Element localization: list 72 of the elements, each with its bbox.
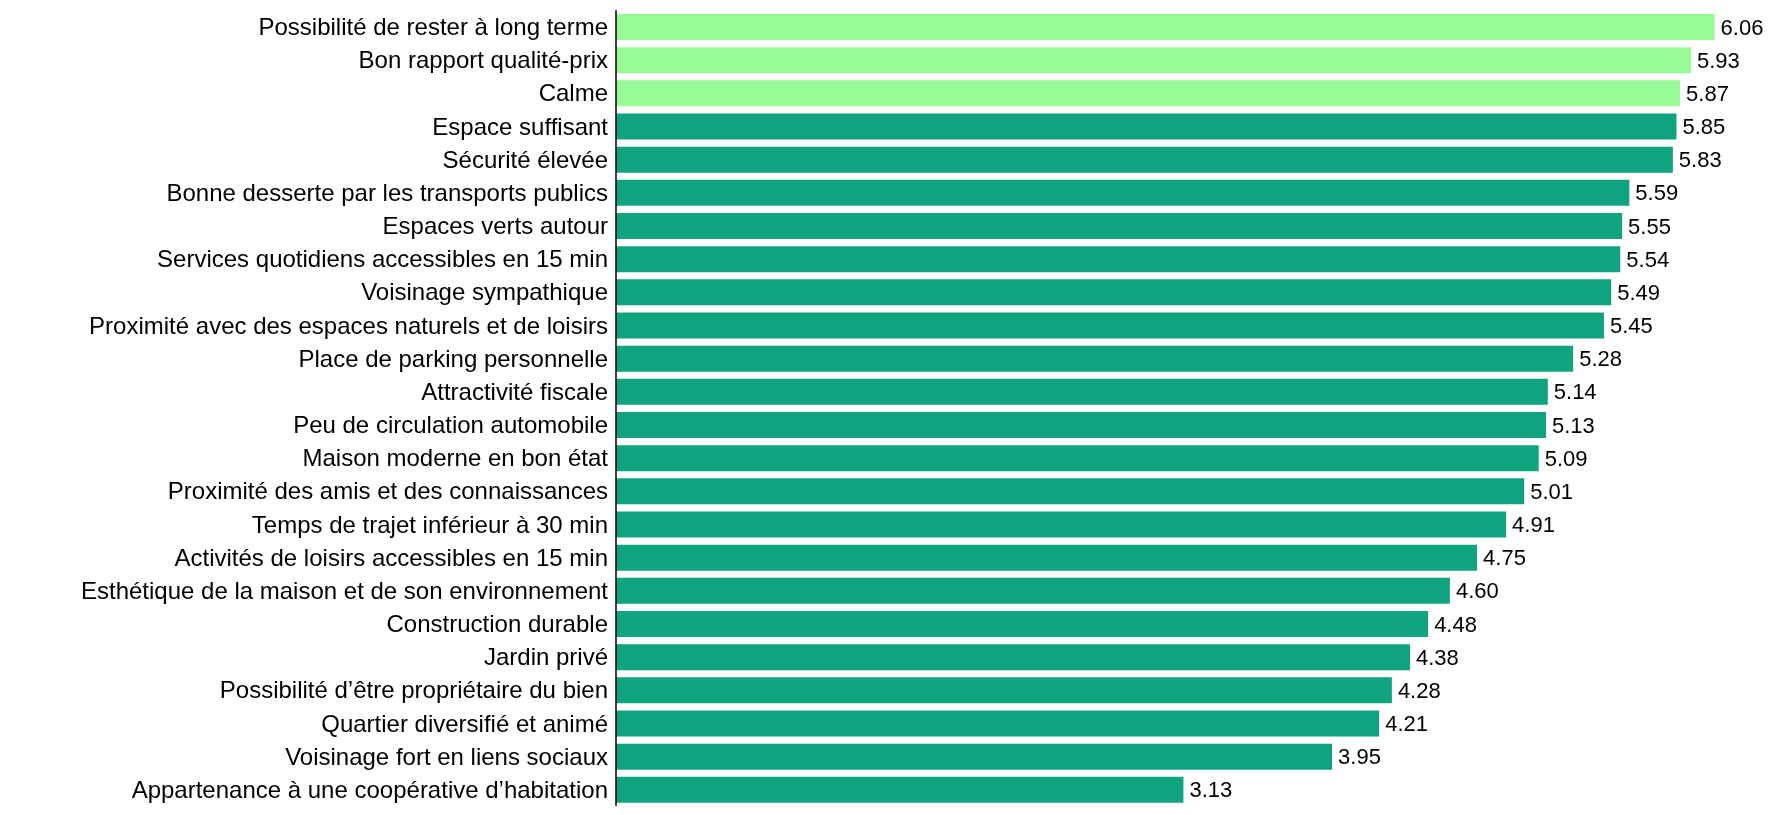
- y-tick-label: Services quotidiens accessibles en 15 min: [157, 245, 608, 273]
- bar: [616, 776, 1184, 803]
- bar: [616, 279, 1612, 306]
- data-label: 4.21: [1385, 711, 1429, 736]
- y-tick-label: Bonne desserte par les transports publics: [166, 178, 608, 206]
- bar: [616, 445, 1539, 472]
- y-tick-label: Maison moderne en bon état: [302, 444, 609, 472]
- bar: [616, 345, 1574, 372]
- y-tick-label: Voisinage fort en liens sociaux: [285, 742, 608, 770]
- data-label: 5.83: [1678, 147, 1722, 173]
- bar: [616, 378, 1548, 405]
- y-tick-label: Place de parking personnelle: [298, 344, 608, 372]
- bar: [616, 511, 1507, 538]
- y-tick-label: Possibilité de rester à long terme: [258, 13, 608, 41]
- bar: [616, 179, 1630, 206]
- data-label: 5.93: [1697, 47, 1740, 73]
- bar: [616, 47, 1691, 74]
- bar: [616, 478, 1525, 505]
- bar: [616, 312, 1604, 339]
- y-tick-label: Appartenance à une coopérative d’habitation: [131, 775, 608, 803]
- y-tick-label: Peu de circulation automobile: [293, 411, 608, 439]
- data-label: 3.13: [1189, 777, 1233, 803]
- bar: [616, 213, 1623, 239]
- y-tick-label: Voisinage sympathique: [361, 278, 608, 306]
- y-tick-label: Esthétique de la maison et de son environnement: [80, 576, 609, 604]
- data-label: 5.55: [1628, 213, 1671, 239]
- data-label: 5.54: [1626, 246, 1670, 272]
- data-label: 5.09: [1544, 445, 1588, 471]
- y-tick-label: Bon rapport qualité-prix: [358, 46, 608, 74]
- bar: [616, 80, 1681, 107]
- y-tick-label: Activités de loisirs accessibles en 15 min: [174, 543, 608, 571]
- y-tick-label: Quartier diversifié et animé: [321, 709, 608, 737]
- y-tick-label: Calme: [538, 79, 608, 107]
- y-tick-label: Construction durable: [386, 610, 608, 638]
- bar: [616, 710, 1380, 737]
- data-label: 5.28: [1579, 346, 1622, 372]
- data-label: 4.75: [1483, 545, 1526, 571]
- bar: [616, 611, 1429, 637]
- data-label: 5.85: [1682, 114, 1726, 139]
- bar: [616, 544, 1478, 571]
- data-label: 5.87: [1686, 80, 1729, 106]
- data-label: 6.06: [1720, 14, 1764, 40]
- y-tick-label: Proximité avec des espaces naturels et de loisirs: [89, 311, 608, 339]
- y-tick-label: Proximité des amis et des connaissances: [167, 477, 608, 505]
- data-label: 4.91: [1512, 512, 1555, 537]
- bar: [616, 113, 1677, 140]
- y-tick-label: Temps de trajet inférieur à 30 min: [251, 510, 608, 538]
- data-label: 5.49: [1617, 279, 1661, 305]
- data-label: 3.95: [1338, 744, 1381, 770]
- data-label: 4.38: [1416, 644, 1459, 670]
- data-label: 4.28: [1397, 677, 1441, 703]
- y-tick-label: Jardin privé: [483, 643, 608, 671]
- y-tick-label: Espace suffisant: [432, 112, 609, 140]
- bar: [616, 577, 1450, 604]
- y-tick-label: Attractivité fiscale: [421, 377, 608, 405]
- bar: [616, 412, 1546, 438]
- y-tick-label: Espaces verts autour: [382, 212, 608, 240]
- data-label: 5.45: [1609, 313, 1653, 338]
- data-label: 4.60: [1455, 578, 1499, 604]
- y-tick-label: Sécurité élevée: [442, 145, 608, 173]
- y-tick-label: Possibilité d’être propriétaire du bien: [219, 676, 608, 704]
- bar: [616, 246, 1621, 273]
- bar: [616, 14, 1715, 40]
- data-label: 5.01: [1530, 478, 1574, 504]
- bar: [616, 677, 1392, 704]
- data-label: 5.59: [1635, 180, 1679, 206]
- bar: [616, 644, 1411, 671]
- data-label: 5.13: [1551, 412, 1595, 438]
- bar: [616, 146, 1673, 173]
- data-label: 4.48: [1434, 611, 1477, 637]
- bar: [616, 743, 1333, 770]
- data-label: 5.14: [1553, 379, 1597, 405]
